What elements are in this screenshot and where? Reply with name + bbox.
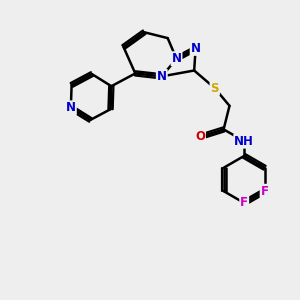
Text: N: N [190, 42, 201, 55]
Text: N: N [172, 52, 182, 65]
Text: NH: NH [234, 135, 254, 148]
Text: F: F [261, 185, 268, 198]
Text: N: N [66, 101, 76, 114]
Text: F: F [240, 196, 248, 209]
Text: S: S [211, 82, 219, 95]
Text: O: O [195, 130, 205, 143]
Text: N: N [157, 70, 167, 83]
